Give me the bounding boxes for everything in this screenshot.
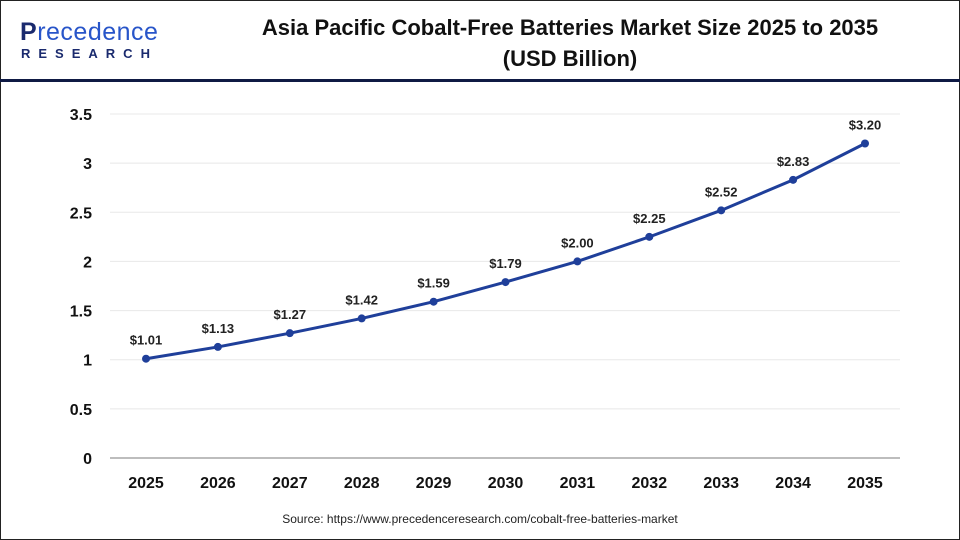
y-tick-label: 0.5 bbox=[70, 402, 92, 419]
x-tick-label: 2028 bbox=[344, 475, 380, 492]
x-tick-label: 2035 bbox=[847, 475, 883, 492]
y-tick-label: 1.5 bbox=[70, 304, 92, 321]
data-label: $2.52 bbox=[705, 184, 738, 199]
title-line-2: (USD Billion) bbox=[502, 46, 638, 71]
x-tick-label: 2030 bbox=[488, 475, 524, 492]
data-point bbox=[861, 139, 869, 148]
x-tick-label: 2031 bbox=[560, 475, 596, 492]
data-point bbox=[789, 175, 798, 184]
data-point bbox=[645, 232, 654, 241]
y-tick-label: 3 bbox=[83, 156, 92, 173]
y-tick-label: 1 bbox=[83, 353, 92, 370]
logo-subtext: RESEARCH bbox=[21, 46, 158, 61]
data-point bbox=[142, 354, 150, 363]
data-label: $2.83 bbox=[777, 154, 810, 169]
y-tick-label: 2 bbox=[83, 254, 92, 271]
data-point bbox=[501, 278, 510, 287]
y-tick-label: 2.5 bbox=[70, 205, 92, 222]
x-tick-label: 2032 bbox=[632, 475, 668, 492]
data-label: $2.00 bbox=[561, 235, 594, 250]
logo-text: recedence bbox=[37, 18, 159, 46]
data-point bbox=[357, 314, 366, 323]
source-text: Source: https://www.precedenceresearch.c… bbox=[282, 512, 678, 526]
data-label: $3.20 bbox=[849, 117, 882, 132]
header-divider bbox=[0, 79, 960, 82]
data-point bbox=[429, 297, 438, 306]
y-tick-label: 3.5 bbox=[70, 107, 92, 124]
title-line-1: Asia Pacific Cobalt-Free Batteries Marke… bbox=[261, 15, 879, 40]
x-tick-label: 2033 bbox=[703, 475, 739, 492]
x-tick-label: 2025 bbox=[128, 475, 164, 492]
data-label: $1.79 bbox=[489, 256, 522, 271]
series-line bbox=[145, 142, 866, 361]
data-label: $2.25 bbox=[633, 211, 666, 226]
x-tick-label: 2034 bbox=[775, 475, 811, 492]
x-tick-label: 2027 bbox=[272, 475, 308, 492]
chart-title: Asia Pacific Cobalt-Free Batteries Marke… bbox=[190, 12, 950, 74]
data-point bbox=[717, 206, 726, 215]
data-label: $1.59 bbox=[417, 276, 450, 291]
data-label: $1.13 bbox=[202, 321, 235, 336]
data-point bbox=[285, 329, 294, 338]
data-label: $1.27 bbox=[274, 307, 307, 322]
data-label: $1.42 bbox=[345, 292, 378, 307]
precedence-research-logo: Precedence RESEARCH bbox=[16, 18, 166, 64]
x-tick-label: 2026 bbox=[200, 475, 236, 492]
data-point bbox=[213, 342, 222, 351]
logo-letter: P bbox=[20, 18, 38, 46]
data-point bbox=[573, 257, 582, 266]
x-tick-label: 2029 bbox=[416, 475, 452, 492]
data-label: $1.01 bbox=[130, 333, 163, 348]
y-tick-label: 0 bbox=[83, 451, 92, 468]
